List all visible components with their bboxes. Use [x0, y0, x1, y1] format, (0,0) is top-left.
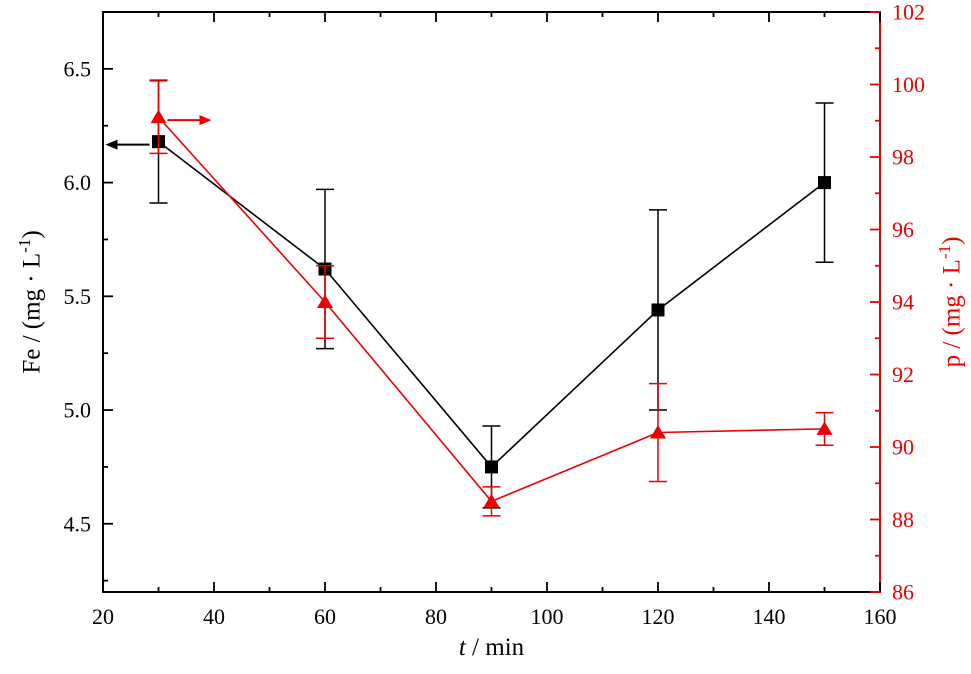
p-marker: [816, 421, 833, 435]
right-tick-label: 100: [892, 72, 925, 97]
right-y-axis: 86 88 90 92 94 96 98 100 102: [870, 0, 925, 605]
right-tick-label: 98: [892, 145, 914, 170]
right-axis-arrow-icon: [199, 115, 212, 126]
right-tick-label: 94: [892, 290, 914, 315]
x-tick-label: 40: [203, 604, 225, 629]
x-tick-label: 80: [425, 604, 447, 629]
right-tick-label: 96: [892, 217, 914, 242]
left-axis-arrow-icon: [105, 139, 118, 150]
left-tick-label: 5.0: [64, 398, 92, 423]
p-marker: [650, 425, 666, 439]
right-tick-label: 92: [892, 362, 914, 387]
left-y-axis-title-text: Fe / (mg · L: [18, 252, 46, 374]
right-tick-label: 88: [892, 507, 914, 532]
series-p: [149, 80, 834, 517]
x-tick-label: 160: [864, 604, 897, 629]
x-tick-label: 100: [531, 604, 564, 629]
p-marker: [483, 493, 500, 508]
x-tick-label: 120: [642, 604, 675, 629]
left-tick-label: 6.5: [64, 56, 92, 81]
left-tick-label: 4.5: [64, 511, 92, 536]
fe-marker: [485, 460, 498, 474]
right-y-axis-title-superscript: -1: [935, 244, 954, 260]
right-y-axis-title: p / (mg · L-1): [935, 236, 966, 368]
left-y-axis-title-superscript: -1: [15, 238, 34, 253]
x-tick-label: 140: [753, 604, 786, 629]
x-tick-label: 60: [314, 604, 336, 629]
right-y-axis-title-close: ): [938, 236, 966, 245]
left-tick-label: 6.0: [64, 170, 92, 195]
left-y-axis-title: Fe / (mg · L-1): [15, 230, 46, 374]
left-y-axis: 4.5 5.0 5.5 6.0 6.5: [64, 56, 113, 582]
fe-line: [158, 141, 825, 469]
x-axis: 20 40 60 80 100 120 140 160: [92, 12, 897, 629]
left-y-axis-title-close: ): [18, 230, 46, 239]
right-y-axis-title-text: p / (mg · L: [938, 259, 966, 368]
fe-marker: [818, 176, 831, 190]
p-marker: [317, 294, 333, 308]
right-tick-label: 86: [892, 580, 914, 605]
fe-marker: [651, 303, 665, 317]
x-axis-title-unit: / min: [465, 634, 525, 661]
left-tick-label: 5.5: [64, 284, 92, 309]
right-tick-label: 90: [892, 435, 914, 460]
x-axis-title: t / min: [103, 634, 880, 662]
x-axis-title-variable: t: [458, 634, 466, 661]
x-tick-label: 20: [92, 604, 114, 629]
right-tick-label: 102: [892, 0, 925, 25]
series-fe: [105, 79, 834, 509]
p-marker: [150, 109, 167, 124]
